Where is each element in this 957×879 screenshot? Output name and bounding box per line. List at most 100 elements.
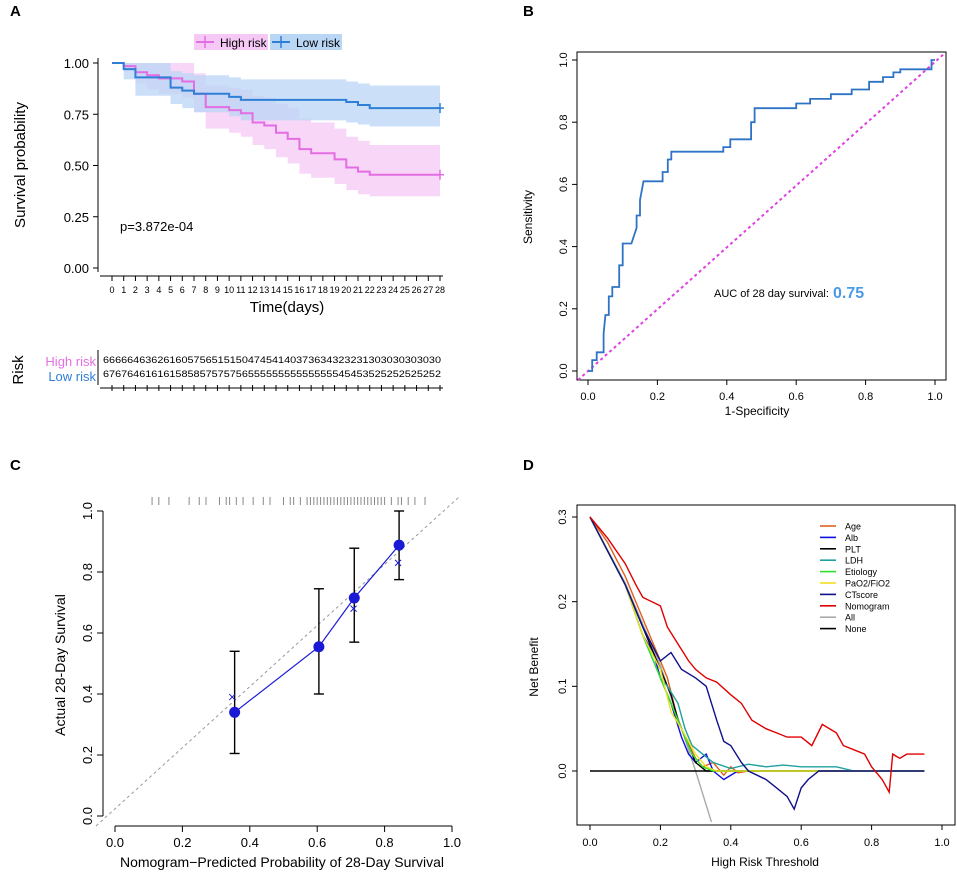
cal-x-tick-label: 0.4 xyxy=(241,835,259,850)
roc-x-tick-label: 0.4 xyxy=(719,391,734,403)
km-x-tick-label: 20 xyxy=(341,285,351,295)
roc-y-tick-label: 0.8 xyxy=(558,115,570,130)
roc-x-tick-label: 1.0 xyxy=(927,391,942,403)
roc-y-tick-label: 1.0 xyxy=(558,52,570,67)
cal-x-tick-label: 0.8 xyxy=(376,835,394,850)
dca-curve xyxy=(589,516,925,772)
risk-table-title: Risk xyxy=(10,355,27,385)
dca-curve xyxy=(589,516,925,781)
km-x-tick-label: 2 xyxy=(133,285,138,295)
roc-y-label: Sensitivity xyxy=(521,190,535,244)
km-x-tick-label: 14 xyxy=(271,285,281,295)
km-x-tick-label: 4 xyxy=(156,285,161,295)
cal-ideal-line xyxy=(95,496,460,827)
km-x-tick-label: 9 xyxy=(215,285,220,295)
dca-curve xyxy=(589,516,925,811)
roc-x-tick-label: 0.2 xyxy=(650,391,665,403)
dca-y-label: Net Benefit xyxy=(527,637,541,697)
cal-y-tick-label: 0.6 xyxy=(80,624,95,642)
dca-legend-label: Nomogram xyxy=(845,601,890,611)
km-x-tick-label: 16 xyxy=(294,285,304,295)
cal-x-label: Nomogram−Predicted Probability of 28-Day… xyxy=(120,854,444,870)
risk-row-label-high: High risk xyxy=(45,354,96,369)
dca-legend-label: All xyxy=(845,613,855,623)
dca-legend-label: PaO2/FiO2 xyxy=(845,579,890,589)
cal-bias-corrected-mark xyxy=(394,559,402,567)
cal-y-tick-label: 0.4 xyxy=(80,685,95,703)
km-x-tick-label: 26 xyxy=(412,285,422,295)
risk-row-label-low: Low risk xyxy=(48,369,96,384)
dca-curve xyxy=(589,516,925,772)
dca-curve xyxy=(589,516,925,795)
km-y-tick-label: 0.00 xyxy=(64,261,89,276)
dca-y-tick-label: 0.0 xyxy=(557,763,569,778)
roc-y-tick-label: 0.4 xyxy=(558,239,570,254)
km-x-tick-label: 28 xyxy=(435,285,445,295)
km-legend-high: High risk xyxy=(220,36,268,50)
km-x-tick-label: 12 xyxy=(248,285,258,295)
risk-table: Risk High risk Low risk 6666646362616057… xyxy=(10,350,443,391)
km-x-tick-label: 24 xyxy=(388,285,398,295)
km-y-tick-label: 0.50 xyxy=(64,159,89,174)
km-panel: High risk Low risk 0.000.250.500.751.00 … xyxy=(10,34,445,391)
dca-curve xyxy=(589,516,713,823)
km-x-tick-label: 5 xyxy=(168,285,173,295)
risk-row-values-high: 6666646362616057565151504745414037363432… xyxy=(103,355,441,365)
km-x-tick-label: 13 xyxy=(259,285,269,295)
km-x-tick-label: 15 xyxy=(283,285,293,295)
dca-x-tick-label: 1.0 xyxy=(934,837,949,849)
roc-diagonal xyxy=(577,52,946,381)
km-curve xyxy=(112,62,440,176)
dca-x-tick-label: 0.0 xyxy=(582,837,597,849)
roc-plot-frame xyxy=(576,51,947,381)
km-x-tick-label: 21 xyxy=(353,285,363,295)
panel-label-a: A xyxy=(10,3,21,20)
dca-legend-label: Alb xyxy=(845,533,858,543)
km-ci-band xyxy=(112,63,440,127)
km-x-tick-label: 7 xyxy=(191,285,196,295)
calibration-panel: 0.0 0.2 0.4 0.6 0.8 1.0 0.0 0.2 0.4 0.6 0.8 1.0 Act… xyxy=(52,496,461,870)
dca-curve xyxy=(589,516,925,777)
dca-y-tick-label: 0.1 xyxy=(557,679,569,694)
dca-legend-label: Etiology xyxy=(845,567,878,577)
km-x-label: Time(days) xyxy=(250,299,324,316)
km-x-tick-label: 25 xyxy=(400,285,410,295)
km-y-tick-label: 0.75 xyxy=(64,107,89,122)
roc-x-tick-label: 0.6 xyxy=(789,391,804,403)
km-y-tick-label: 0.25 xyxy=(64,210,89,225)
dca-y-tick-label: 0.3 xyxy=(557,509,569,524)
cal-x-tick-label: 1.0 xyxy=(443,835,461,850)
km-pvalue: p=3.872e-04 xyxy=(120,219,193,234)
panel-label-d: D xyxy=(523,457,534,474)
dca-curve xyxy=(589,516,925,772)
km-x-tick-label: 19 xyxy=(330,285,340,295)
km-x-tick-label: 10 xyxy=(224,285,234,295)
roc-x-tick-label: 0.8 xyxy=(858,391,873,403)
roc-y-tick-label: 0.0 xyxy=(558,363,570,378)
km-y-label: Survival probability xyxy=(12,102,29,228)
roc-auc-value: 0.75 xyxy=(833,285,864,302)
dca-x-tick-label: 0.6 xyxy=(794,837,809,849)
roc-auc-label: AUC of 28 day survival: xyxy=(714,288,829,300)
dca-legend-label: CTscore xyxy=(845,590,878,600)
dca-curve xyxy=(589,516,925,772)
km-x-tick-label: 18 xyxy=(318,285,328,295)
roc-x-tick-label: 0.0 xyxy=(580,391,595,403)
km-x-tick-label: 23 xyxy=(376,285,386,295)
km-x-tick-label: 3 xyxy=(145,285,150,295)
km-x-tick-label: 0 xyxy=(109,285,114,295)
dca-legend-label: LDH xyxy=(845,556,863,566)
roc-x-label: 1-Specificity xyxy=(725,404,790,418)
km-x-tick-label: 27 xyxy=(423,285,433,295)
roc-curve xyxy=(588,59,935,372)
dca-legend-label: PLT xyxy=(845,544,861,554)
km-legend: High risk Low risk xyxy=(194,34,342,50)
risk-row-values-low: 6767646161615858575757565555555555555554… xyxy=(103,369,441,379)
dca-legend-label: Age xyxy=(845,522,861,532)
km-curve xyxy=(112,62,440,110)
cal-bias-corrected-mark xyxy=(350,605,357,612)
km-x-tick-label: 17 xyxy=(306,285,316,295)
cal-observed-point xyxy=(393,539,405,551)
dca-x-tick-label: 0.8 xyxy=(864,837,879,849)
